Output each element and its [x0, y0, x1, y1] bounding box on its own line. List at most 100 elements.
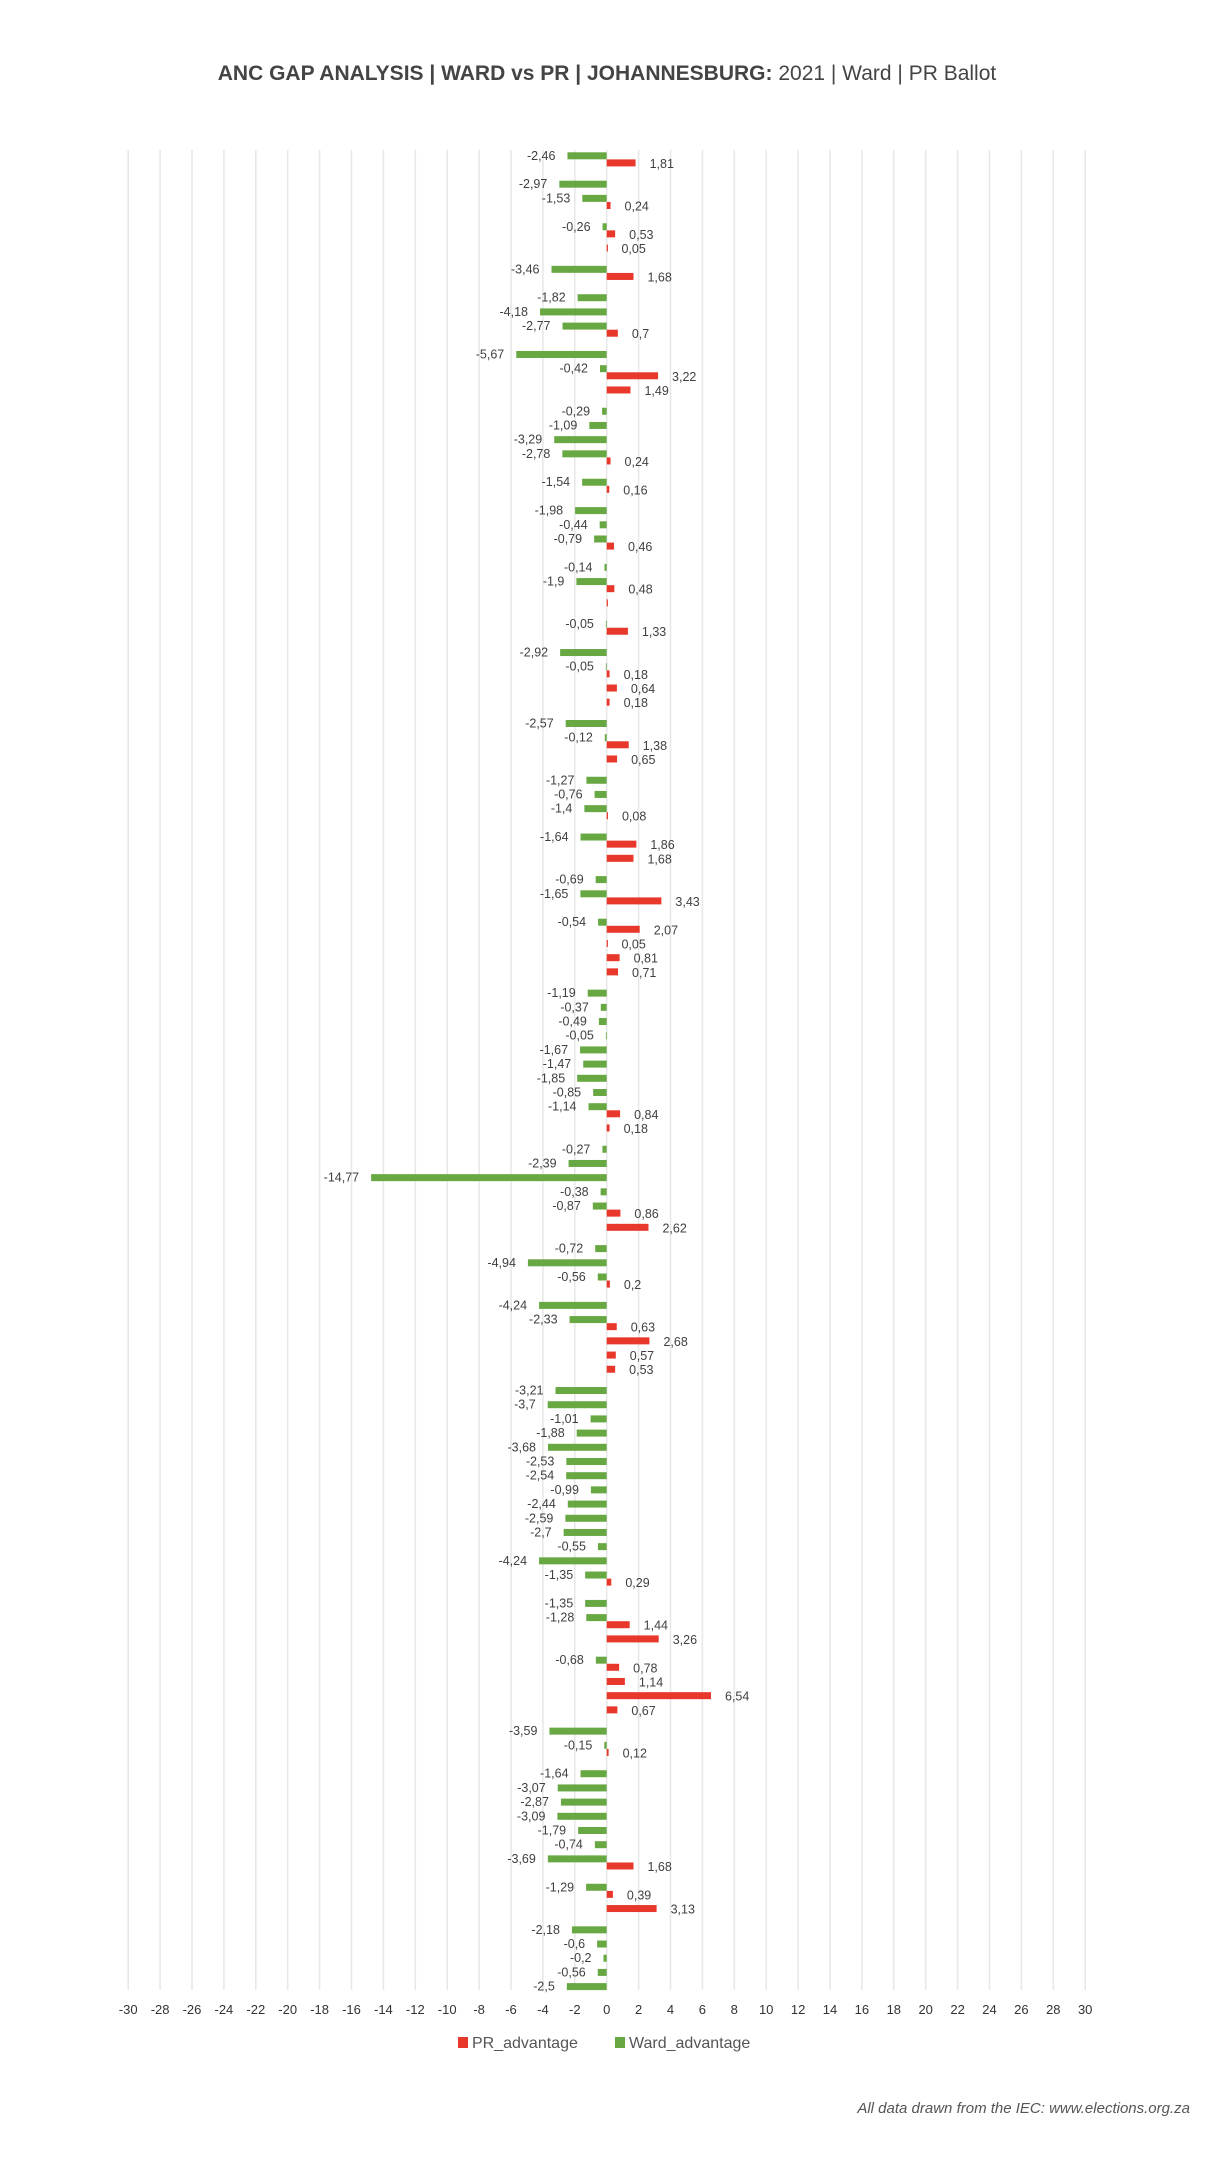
ward-advantage-label: -1,85 — [537, 1071, 566, 1085]
x-tick-label: 22 — [950, 2002, 964, 2017]
x-tick-label: -10 — [438, 2002, 457, 2017]
pr-advantage-label: 3,13 — [671, 1903, 695, 1917]
pr-advantage-label: 0,18 — [624, 696, 648, 710]
pr-advantage-bar — [606, 244, 608, 252]
ward-advantage-label: -1,79 — [538, 1823, 567, 1837]
ward-advantage-label: -2,46 — [527, 149, 556, 163]
ward-advantage-label: -1,01 — [550, 1412, 579, 1426]
pr-advantage-label: 3,43 — [675, 895, 699, 909]
pr-advantage-bar — [606, 1280, 610, 1288]
ward-advantage-label: -3,59 — [509, 1724, 538, 1738]
ward-advantage-bar — [577, 294, 607, 302]
ward-advantage-label: -14,77 — [324, 1171, 359, 1185]
pr-advantage-bar — [606, 1323, 617, 1331]
legend-label-ward: Ward_advantage — [629, 2035, 750, 2052]
chart-title-rest: 2021 | Ward | PR Ballot — [773, 62, 997, 85]
ward-advantage-label: -0,05 — [565, 617, 594, 631]
ward-advantage-bar — [563, 1528, 607, 1536]
ward-advantage-bar — [604, 734, 607, 742]
pr-advantage-label: 0,12 — [623, 1746, 647, 1760]
ward-advantage-bar — [551, 265, 607, 273]
chart-title: ANC GAP ANALYSIS | WARD vs PR | JOHANNES… — [218, 62, 997, 85]
ward-advantage-bar — [547, 1401, 607, 1409]
ward-advantage-label: -2,33 — [529, 1313, 558, 1327]
pr-advantage-bar — [606, 1663, 620, 1671]
ward-advantage-bar — [577, 1074, 607, 1082]
legend-swatch-ward — [615, 2037, 625, 2048]
pr-advantage-label: 0,53 — [629, 1363, 653, 1377]
ward-advantage-bar — [566, 1472, 607, 1480]
chart-title-bold: ANC GAP ANALYSIS | WARD vs PR | JOHANNES… — [218, 62, 773, 85]
pr-advantage-label: 0,65 — [631, 753, 655, 767]
x-tick-label: 10 — [759, 2002, 773, 2017]
pr-advantage-label: 0,18 — [624, 668, 648, 682]
ward-advantage-label: -0,99 — [550, 1483, 579, 1497]
ward-advantage-label: -0,29 — [562, 404, 591, 418]
pr-advantage-bar — [606, 1223, 649, 1231]
ward-advantage-bar — [565, 719, 607, 727]
ward-advantage-label: -0,14 — [564, 560, 593, 574]
ward-advantage-label: -5,67 — [476, 347, 505, 361]
x-tick-label: -6 — [505, 2002, 517, 2017]
pr-advantage-label: 1,68 — [647, 852, 671, 866]
pr-advantage-bar — [606, 1677, 625, 1685]
pr-advantage-label: 0,63 — [631, 1321, 655, 1335]
pr-advantage-label: 0,29 — [625, 1576, 649, 1590]
ward-advantage-label: -1,64 — [540, 830, 569, 844]
ward-advantage-label: -1,53 — [542, 191, 571, 205]
ward-advantage-bar — [566, 1457, 607, 1465]
ward-advantage-bar — [567, 152, 607, 160]
pr-advantage-label: 1,49 — [644, 384, 668, 398]
ward-advantage-bar — [578, 1826, 607, 1834]
ward-advantage-bar — [587, 989, 607, 997]
pr-advantage-label: 0,48 — [628, 583, 652, 597]
pr-advantage-bar — [606, 1351, 616, 1359]
pr-advantage-label: 0,78 — [633, 1661, 657, 1675]
ward-advantage-bar — [594, 790, 607, 798]
ward-advantage-bar — [582, 194, 607, 202]
x-tick-label: 28 — [1046, 2002, 1060, 2017]
pr-advantage-bar — [606, 372, 659, 380]
ward-advantage-label: -0,49 — [558, 1015, 587, 1029]
x-tick-label: -14 — [374, 2002, 393, 2017]
pr-advantage-label: 1,44 — [644, 1619, 668, 1633]
pr-advantage-label: 3,26 — [673, 1633, 697, 1647]
ward-advantage-bar — [595, 876, 607, 884]
x-tick-label: 6 — [699, 2002, 706, 2017]
ward-advantage-bar — [371, 1174, 607, 1182]
ward-advantage-bar — [602, 223, 607, 231]
ward-advantage-label: -3,46 — [511, 262, 540, 276]
pr-advantage-bar — [606, 684, 617, 692]
ward-advantage-bar — [600, 1003, 607, 1011]
ward-advantage-bar — [584, 805, 607, 813]
pr-advantage-bar — [606, 1692, 712, 1700]
ward-advantage-bar — [566, 1983, 607, 1991]
pr-advantage-label: 0,08 — [622, 810, 646, 824]
ward-advantage-bar — [605, 1032, 607, 1040]
legend: PR_advantage Ward_advantage — [458, 2035, 750, 2052]
x-tick-label: -26 — [183, 2002, 202, 2017]
ward-advantage-label: -1,47 — [543, 1057, 572, 1071]
ward-advantage-label: -2,77 — [522, 319, 551, 333]
pr-advantage-bar — [606, 698, 610, 706]
ward-advantage-bar — [560, 649, 607, 657]
ward-advantage-label: -1,27 — [546, 773, 575, 787]
pr-advantage-bar — [606, 272, 634, 280]
ward-advantage-bar — [576, 578, 607, 586]
pr-advantage-bar — [606, 1748, 609, 1756]
ward-advantage-bar — [557, 1812, 607, 1820]
x-tick-label: 26 — [1014, 2002, 1028, 2017]
ward-advantage-label: -1,35 — [545, 1568, 574, 1582]
ward-advantage-bar — [516, 350, 607, 358]
pr-advantage-bar — [606, 1124, 610, 1132]
ward-advantage-label: -0,42 — [560, 362, 589, 376]
legend-label-pr: PR_advantage — [472, 2035, 578, 2052]
x-tick-label: -28 — [151, 2002, 170, 2017]
ward-advantage-label: -0,37 — [560, 1000, 589, 1014]
ward-advantage-bar — [567, 1500, 607, 1508]
ward-advantage-bar — [554, 436, 607, 444]
ward-advantage-label: -0,55 — [557, 1540, 586, 1554]
pr-advantage-bar — [606, 329, 618, 337]
ward-advantage-bar — [547, 1855, 607, 1863]
